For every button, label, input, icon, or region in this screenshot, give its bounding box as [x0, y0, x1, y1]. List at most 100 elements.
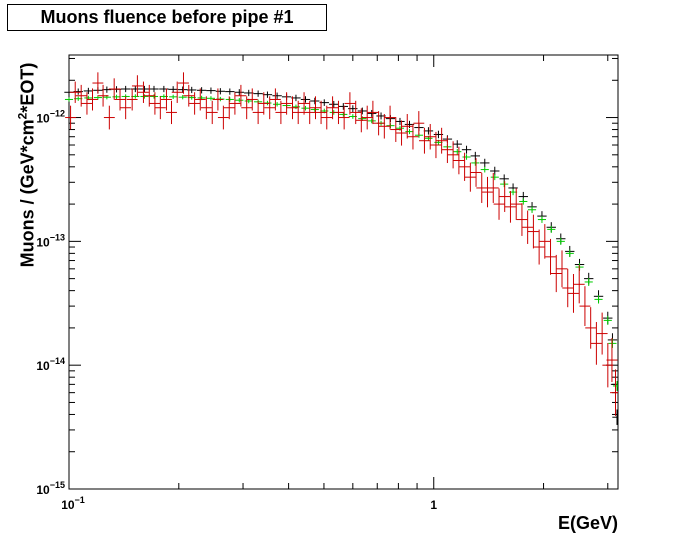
data-point — [355, 108, 367, 133]
data-point — [64, 97, 74, 102]
data-point — [97, 84, 109, 107]
series-3 — [65, 72, 618, 416]
data-point — [327, 96, 339, 120]
data-point — [258, 92, 270, 115]
data-point — [545, 238, 556, 275]
data-point — [367, 100, 379, 125]
data-point — [140, 94, 149, 99]
data-point — [519, 198, 528, 205]
data-point — [608, 338, 617, 348]
data-point — [533, 229, 545, 265]
chart-title-box: Muons fluence before pipe #1 — [7, 4, 327, 31]
data-point — [480, 158, 490, 168]
data-point — [594, 295, 603, 304]
data-point — [83, 87, 94, 95]
data-point — [585, 307, 597, 349]
y-axis-label: Muons / (GeV*cm2*EOT) — [16, 63, 39, 268]
data-point — [344, 92, 356, 115]
data-point — [102, 86, 112, 93]
data-point — [396, 120, 407, 146]
data-point — [120, 85, 131, 93]
y-tick-label: 10−15 — [36, 480, 65, 497]
data-point — [556, 237, 565, 245]
data-point — [206, 100, 218, 125]
data-point — [490, 166, 500, 176]
series-1 — [64, 85, 618, 425]
data-point — [120, 96, 132, 120]
data-point — [275, 100, 287, 125]
data-point — [357, 107, 367, 115]
data-point — [395, 117, 405, 126]
data-point — [168, 86, 178, 93]
data-point — [262, 91, 273, 98]
data-point — [139, 85, 150, 93]
data-point — [547, 225, 556, 233]
data-point — [527, 214, 539, 249]
data-point — [87, 88, 98, 111]
data-point — [550, 254, 562, 293]
data-point — [419, 127, 430, 154]
data-point — [149, 85, 159, 93]
data-point — [490, 174, 499, 181]
x-axis-label: E(GeV) — [557, 513, 618, 533]
data-point — [612, 409, 618, 425]
data-point — [464, 162, 476, 192]
data-point — [390, 117, 402, 142]
data-point — [69, 81, 81, 103]
data-point — [487, 172, 499, 203]
data-point — [338, 103, 348, 110]
data-point — [384, 105, 396, 130]
data-point — [225, 97, 234, 102]
y-tick-label: 10−12 — [36, 109, 65, 126]
data-point — [401, 114, 413, 139]
data-point — [235, 98, 244, 103]
data-point — [229, 92, 241, 115]
data-point — [138, 81, 149, 103]
plot-frame — [68, 54, 619, 490]
data-point — [500, 181, 509, 188]
data-point — [539, 224, 551, 259]
data-point — [610, 369, 618, 416]
data-point — [579, 286, 591, 327]
series-2 — [64, 94, 618, 391]
data-point — [178, 72, 189, 94]
data-point — [92, 72, 104, 94]
data-point — [603, 316, 612, 325]
minor-ticks — [68, 55, 618, 490]
data-point — [159, 85, 169, 93]
data-point — [225, 88, 235, 95]
data-point — [206, 87, 216, 94]
data-point — [223, 96, 235, 120]
data-point — [264, 96, 276, 120]
data-point — [606, 338, 618, 383]
data-point — [196, 87, 207, 94]
data-point — [584, 277, 593, 286]
data-point — [292, 100, 304, 125]
data-point — [537, 216, 547, 223]
data-point — [452, 140, 462, 149]
data-point — [430, 131, 442, 159]
data-point — [253, 90, 263, 97]
data-point — [269, 88, 281, 111]
data-point — [413, 111, 425, 136]
data-point — [235, 84, 247, 107]
data-point — [367, 118, 376, 124]
data-point — [516, 203, 528, 236]
data-point — [590, 322, 602, 365]
data-point — [573, 265, 585, 304]
data-point — [505, 191, 516, 223]
data-point — [126, 88, 138, 111]
data-point — [568, 273, 579, 313]
data-point — [329, 100, 339, 108]
data-point — [499, 181, 511, 212]
data-point — [459, 152, 471, 181]
data-point — [361, 105, 373, 130]
data-point — [217, 105, 229, 130]
data-point — [200, 96, 212, 120]
data-point — [212, 88, 224, 111]
data-point — [298, 92, 310, 115]
data-point — [565, 249, 574, 258]
data-point — [423, 127, 434, 135]
data-point — [273, 102, 282, 107]
